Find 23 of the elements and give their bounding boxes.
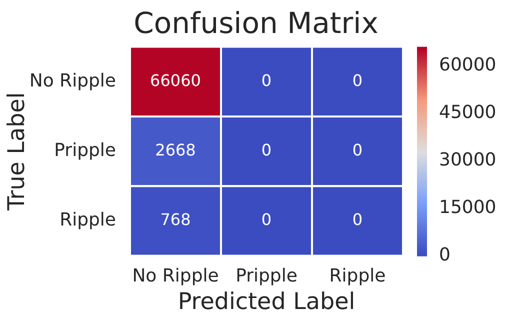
y-axis-title: True Label [4,92,30,212]
y-tick-label: Ripple [60,210,116,231]
color-bar-label: 30000 [439,150,496,171]
data-label: 66060 [150,70,201,90]
x-tick-label: Pripple [236,265,298,286]
data-label: 0 [352,140,363,160]
data-label: 0 [261,70,272,90]
data-label: 0 [352,210,363,230]
y-tick-label: Pripple [54,140,116,161]
data-label: 0 [261,210,272,230]
data-label: 2668 [155,140,196,160]
y-tick-label: No Ripple [29,70,116,92]
color-bar-label: 45000 [439,102,496,124]
x-axis-title: Predicted Label [178,289,356,316]
data-label: 768 [160,210,191,230]
color-bar-label: 15000 [439,197,496,218]
chart-title: Confusion Matrix [134,6,378,40]
x-tick-label: No Ripple [132,265,219,286]
data-label: 0 [352,70,363,90]
x-tick-label: Ripple [329,265,386,286]
data-label: 0 [261,140,272,160]
color-bar-label: 0 [439,244,450,266]
color-bar-label: 60000 [439,54,496,76]
